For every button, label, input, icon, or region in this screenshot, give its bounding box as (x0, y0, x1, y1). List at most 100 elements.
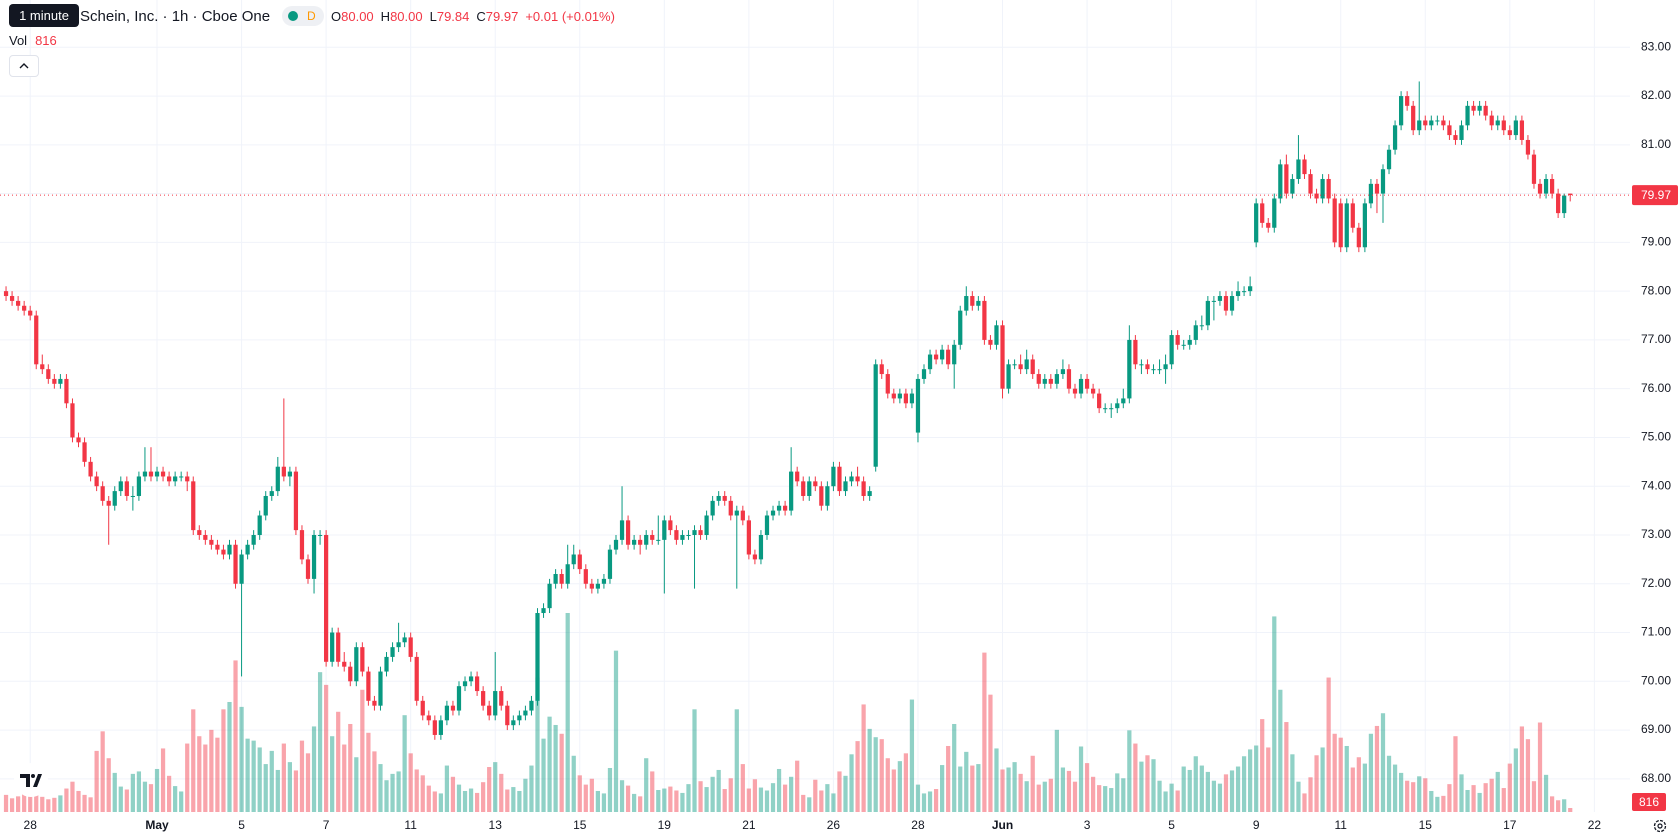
collapse-button[interactable] (9, 55, 39, 77)
candle-body (22, 305, 27, 311)
candle-body (251, 534, 256, 545)
y-tick-label: 79.00 (1641, 235, 1671, 249)
volume-bar (782, 784, 788, 812)
x-tick-label: Jun (992, 818, 1013, 832)
settings-gear[interactable] (1653, 819, 1667, 833)
candle-body (1477, 105, 1482, 111)
volume-bar (311, 726, 317, 812)
tv-logo[interactable] (14, 763, 48, 797)
y-tick-label: 74.00 (1641, 478, 1671, 492)
candle-body (148, 471, 154, 477)
candle-body (819, 486, 824, 506)
candle-body (154, 471, 160, 477)
volume-bar (589, 778, 594, 812)
volume-bar (239, 706, 244, 812)
candle-body (879, 364, 884, 375)
candle-body (1338, 203, 1343, 248)
volume-bar (849, 754, 854, 812)
volume-bar (994, 748, 999, 812)
volume-bar (704, 787, 709, 812)
candle-body (444, 705, 450, 721)
volume-bar (130, 773, 135, 812)
volume-bar (1151, 759, 1156, 812)
candle-body (686, 534, 691, 536)
volume-bar (40, 796, 45, 812)
volume-bar (1453, 736, 1458, 812)
volume-bar (1235, 766, 1241, 812)
candle-body (517, 715, 522, 721)
volume-bar (22, 791, 27, 812)
volume-bar (456, 784, 462, 812)
volume-bar (1193, 756, 1198, 812)
candle-body (118, 481, 123, 492)
candle-body (1205, 300, 1210, 326)
candle-body (275, 466, 280, 492)
volume-bar (1537, 722, 1543, 812)
volume-bar (1405, 780, 1410, 812)
volume-bar (1507, 763, 1512, 812)
volume-tag (1632, 793, 1666, 811)
candle-body (1562, 195, 1567, 214)
volume-bar (209, 729, 214, 812)
candle-body (1090, 388, 1096, 394)
volume-bar (408, 753, 413, 812)
candle-body (1139, 364, 1144, 366)
volume-bar (1241, 756, 1247, 812)
candle-body (1042, 378, 1047, 384)
volume-bar (1060, 767, 1066, 812)
candle-body (360, 647, 365, 672)
candle-body (909, 393, 915, 404)
volume-bar (263, 764, 268, 812)
candle-body (468, 676, 474, 682)
volume-bar (64, 788, 69, 812)
volume-bar (897, 761, 902, 812)
volume-bar (933, 789, 939, 812)
tooltip: 1 minute (9, 4, 79, 27)
candle-body (191, 481, 196, 531)
candle-body (1568, 193, 1573, 196)
volume-bar (366, 732, 371, 812)
candle-body (1187, 339, 1192, 345)
candle-body (233, 544, 238, 584)
candle-body (330, 632, 335, 662)
candle-body (166, 476, 172, 482)
candle-body (970, 296, 975, 306)
ohlc-value: 79.97 (485, 9, 519, 24)
candle-body (1519, 120, 1525, 140)
candle-body (1175, 335, 1180, 345)
volume-bar (324, 684, 329, 812)
volume-bar (487, 767, 492, 812)
price-tag (1632, 185, 1678, 206)
candle-body (106, 500, 111, 506)
candle-body (625, 520, 631, 545)
x-tick-label: 5 (1168, 818, 1175, 832)
volume-bar (686, 784, 691, 812)
volume-bar (336, 711, 341, 812)
candle-body (716, 495, 721, 501)
candle-body (758, 534, 764, 560)
market-dot (288, 11, 298, 21)
candle-body (541, 608, 546, 614)
candle-body (1199, 325, 1204, 327)
volume-bar (148, 784, 154, 812)
status-pill[interactable]: D (282, 6, 324, 26)
volume-bar (1296, 781, 1301, 812)
volume-bar (1030, 755, 1035, 812)
symbol-title[interactable]: Schein, Inc. · 1h · Cboe One (80, 8, 271, 25)
candle-body (257, 515, 262, 535)
volume-bar (891, 769, 896, 812)
axes: 68.00 69.00 70.00 71.00 72.00 73.00 74.00 75.00… (24, 39, 1678, 832)
volume-bar (432, 791, 437, 812)
volume-bar (1326, 677, 1331, 812)
candle-body (946, 349, 951, 365)
candle-body (9, 296, 15, 301)
candle-body (1435, 120, 1440, 122)
volume-bar (1435, 796, 1440, 812)
candle-body (1314, 193, 1319, 199)
x-tick-label: 19 (658, 818, 672, 832)
volume-bar (1556, 800, 1561, 812)
volume-bar (837, 771, 842, 812)
candle-body (1278, 164, 1283, 199)
candle-body (1417, 120, 1422, 131)
candle-body (1537, 183, 1543, 194)
